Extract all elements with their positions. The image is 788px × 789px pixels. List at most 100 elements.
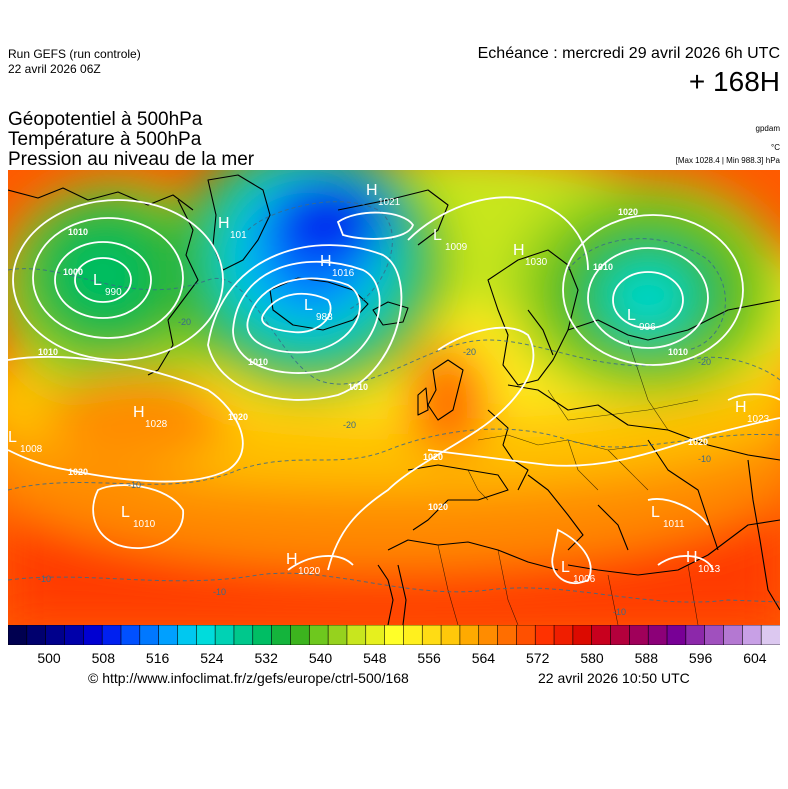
isobar-label: 1010 [348, 382, 368, 392]
color-scale-cell [252, 625, 273, 645]
isobar-label: 1020 [618, 207, 638, 217]
svg-text:L: L [121, 504, 130, 521]
isobar-label: 1020 [423, 452, 443, 462]
run-name: Run GEFS (run controle) [8, 47, 141, 61]
svg-text:1023: 1023 [747, 414, 770, 425]
svg-text:H: H [366, 182, 378, 199]
svg-text:1010: 1010 [133, 519, 156, 530]
color-scale-cell [591, 625, 612, 645]
title-temperature: Température à 500hPa [8, 129, 202, 150]
svg-text:990: 990 [105, 287, 122, 298]
svg-text:1011: 1011 [663, 519, 685, 530]
isotherms [8, 201, 780, 603]
color-scale-cell [516, 625, 537, 645]
isotherm-label: -20 [463, 347, 476, 357]
svg-text:H: H [218, 215, 230, 232]
isobar-label: 1010 [38, 347, 58, 357]
svg-text:H: H [320, 253, 332, 270]
geopotential-field [8, 170, 780, 625]
color-scale-tick-label: 564 [471, 650, 496, 666]
color-scale-cell [64, 625, 85, 645]
svg-text:101: 101 [230, 230, 247, 241]
color-scale-bar [8, 625, 780, 645]
borders [437, 339, 699, 625]
svg-text:1021: 1021 [378, 197, 401, 208]
color-scale-tick-label: 540 [308, 650, 333, 666]
color-scale-tick-label: 532 [254, 650, 278, 666]
isobar-label: 1010 [248, 357, 268, 367]
isobar-label: 1010 [668, 347, 688, 357]
color-scale-cell [8, 625, 28, 645]
color-scale-cell [120, 625, 141, 645]
forecast-valid-time: Echéance : mercredi 29 avril 2026 6h UTC [477, 45, 780, 62]
color-scale-cell [177, 625, 198, 645]
isotherm-label: -20 [698, 357, 711, 367]
color-scale-cell [666, 625, 687, 645]
color-scale-cell [214, 625, 235, 645]
svg-text:L: L [561, 559, 570, 576]
color-scale-cell [459, 625, 480, 645]
color-scale-cell [440, 625, 461, 645]
color-scale-cell [647, 625, 668, 645]
pressure-extremes: [Max 1028.4 | Min 988.3] hPa [675, 156, 780, 165]
color-scale-cell [610, 625, 631, 645]
isotherm-label: -20 [343, 420, 356, 430]
svg-text:1008: 1008 [20, 444, 43, 455]
color-scale-cell [497, 625, 518, 645]
color-scale-tick-label: 524 [200, 650, 224, 666]
color-scale-tick-label: 516 [145, 650, 170, 666]
color-scale-cell [290, 625, 311, 645]
color-scale-cell [478, 625, 499, 645]
color-scale-tick-label: 596 [688, 650, 713, 666]
svg-text:L: L [651, 504, 660, 521]
source-credit: © http://www.infoclimat.fr/z/gefs/europe… [88, 670, 409, 686]
color-scale-cell [308, 625, 329, 645]
color-scale-cell [195, 625, 216, 645]
svg-text:1020: 1020 [298, 566, 321, 577]
isobar-label: 1010 [593, 262, 613, 272]
color-scale-cell [704, 625, 725, 645]
forecast-horizon: + 168H [688, 66, 780, 97]
color-scale-tick-label: 500 [37, 650, 61, 666]
svg-text:H: H [735, 399, 747, 416]
svg-text:996: 996 [639, 322, 656, 333]
isotherm-label: -10 [128, 480, 141, 490]
svg-text:1030: 1030 [525, 257, 548, 268]
svg-text:1006: 1006 [573, 574, 596, 585]
color-scale-tick-label: 604 [743, 650, 767, 666]
svg-text:L: L [433, 227, 442, 244]
color-scale-cell [139, 625, 160, 645]
svg-text:H: H [513, 242, 525, 259]
weather-map: 1000 1010 1010 1010 1010 1020 1020 1020 … [8, 170, 780, 625]
color-scale-tick-label: 548 [363, 650, 387, 666]
color-scale-cell [26, 625, 47, 645]
svg-text:L: L [304, 297, 313, 314]
color-scale-cell [158, 625, 179, 645]
svg-text:H: H [686, 549, 698, 566]
unit-geopotential: gpdam [755, 124, 780, 133]
svg-text:1028: 1028 [145, 419, 168, 430]
color-scale-cell [83, 625, 103, 645]
isotherm-label: -10 [698, 454, 711, 464]
color-scale-cell [723, 625, 744, 645]
isobar-label: 1000 [63, 267, 83, 277]
isobars [8, 196, 780, 585]
svg-text:H: H [286, 551, 298, 568]
color-scale-cell [101, 625, 122, 645]
color-scale-tick-label: 508 [91, 650, 115, 666]
color-scale-cell [403, 625, 424, 645]
color-scale-tick-label: 572 [526, 650, 550, 666]
color-scale-cell [685, 625, 706, 645]
color-scale-tick-label: 556 [417, 650, 441, 666]
svg-text:1009: 1009 [445, 242, 468, 253]
